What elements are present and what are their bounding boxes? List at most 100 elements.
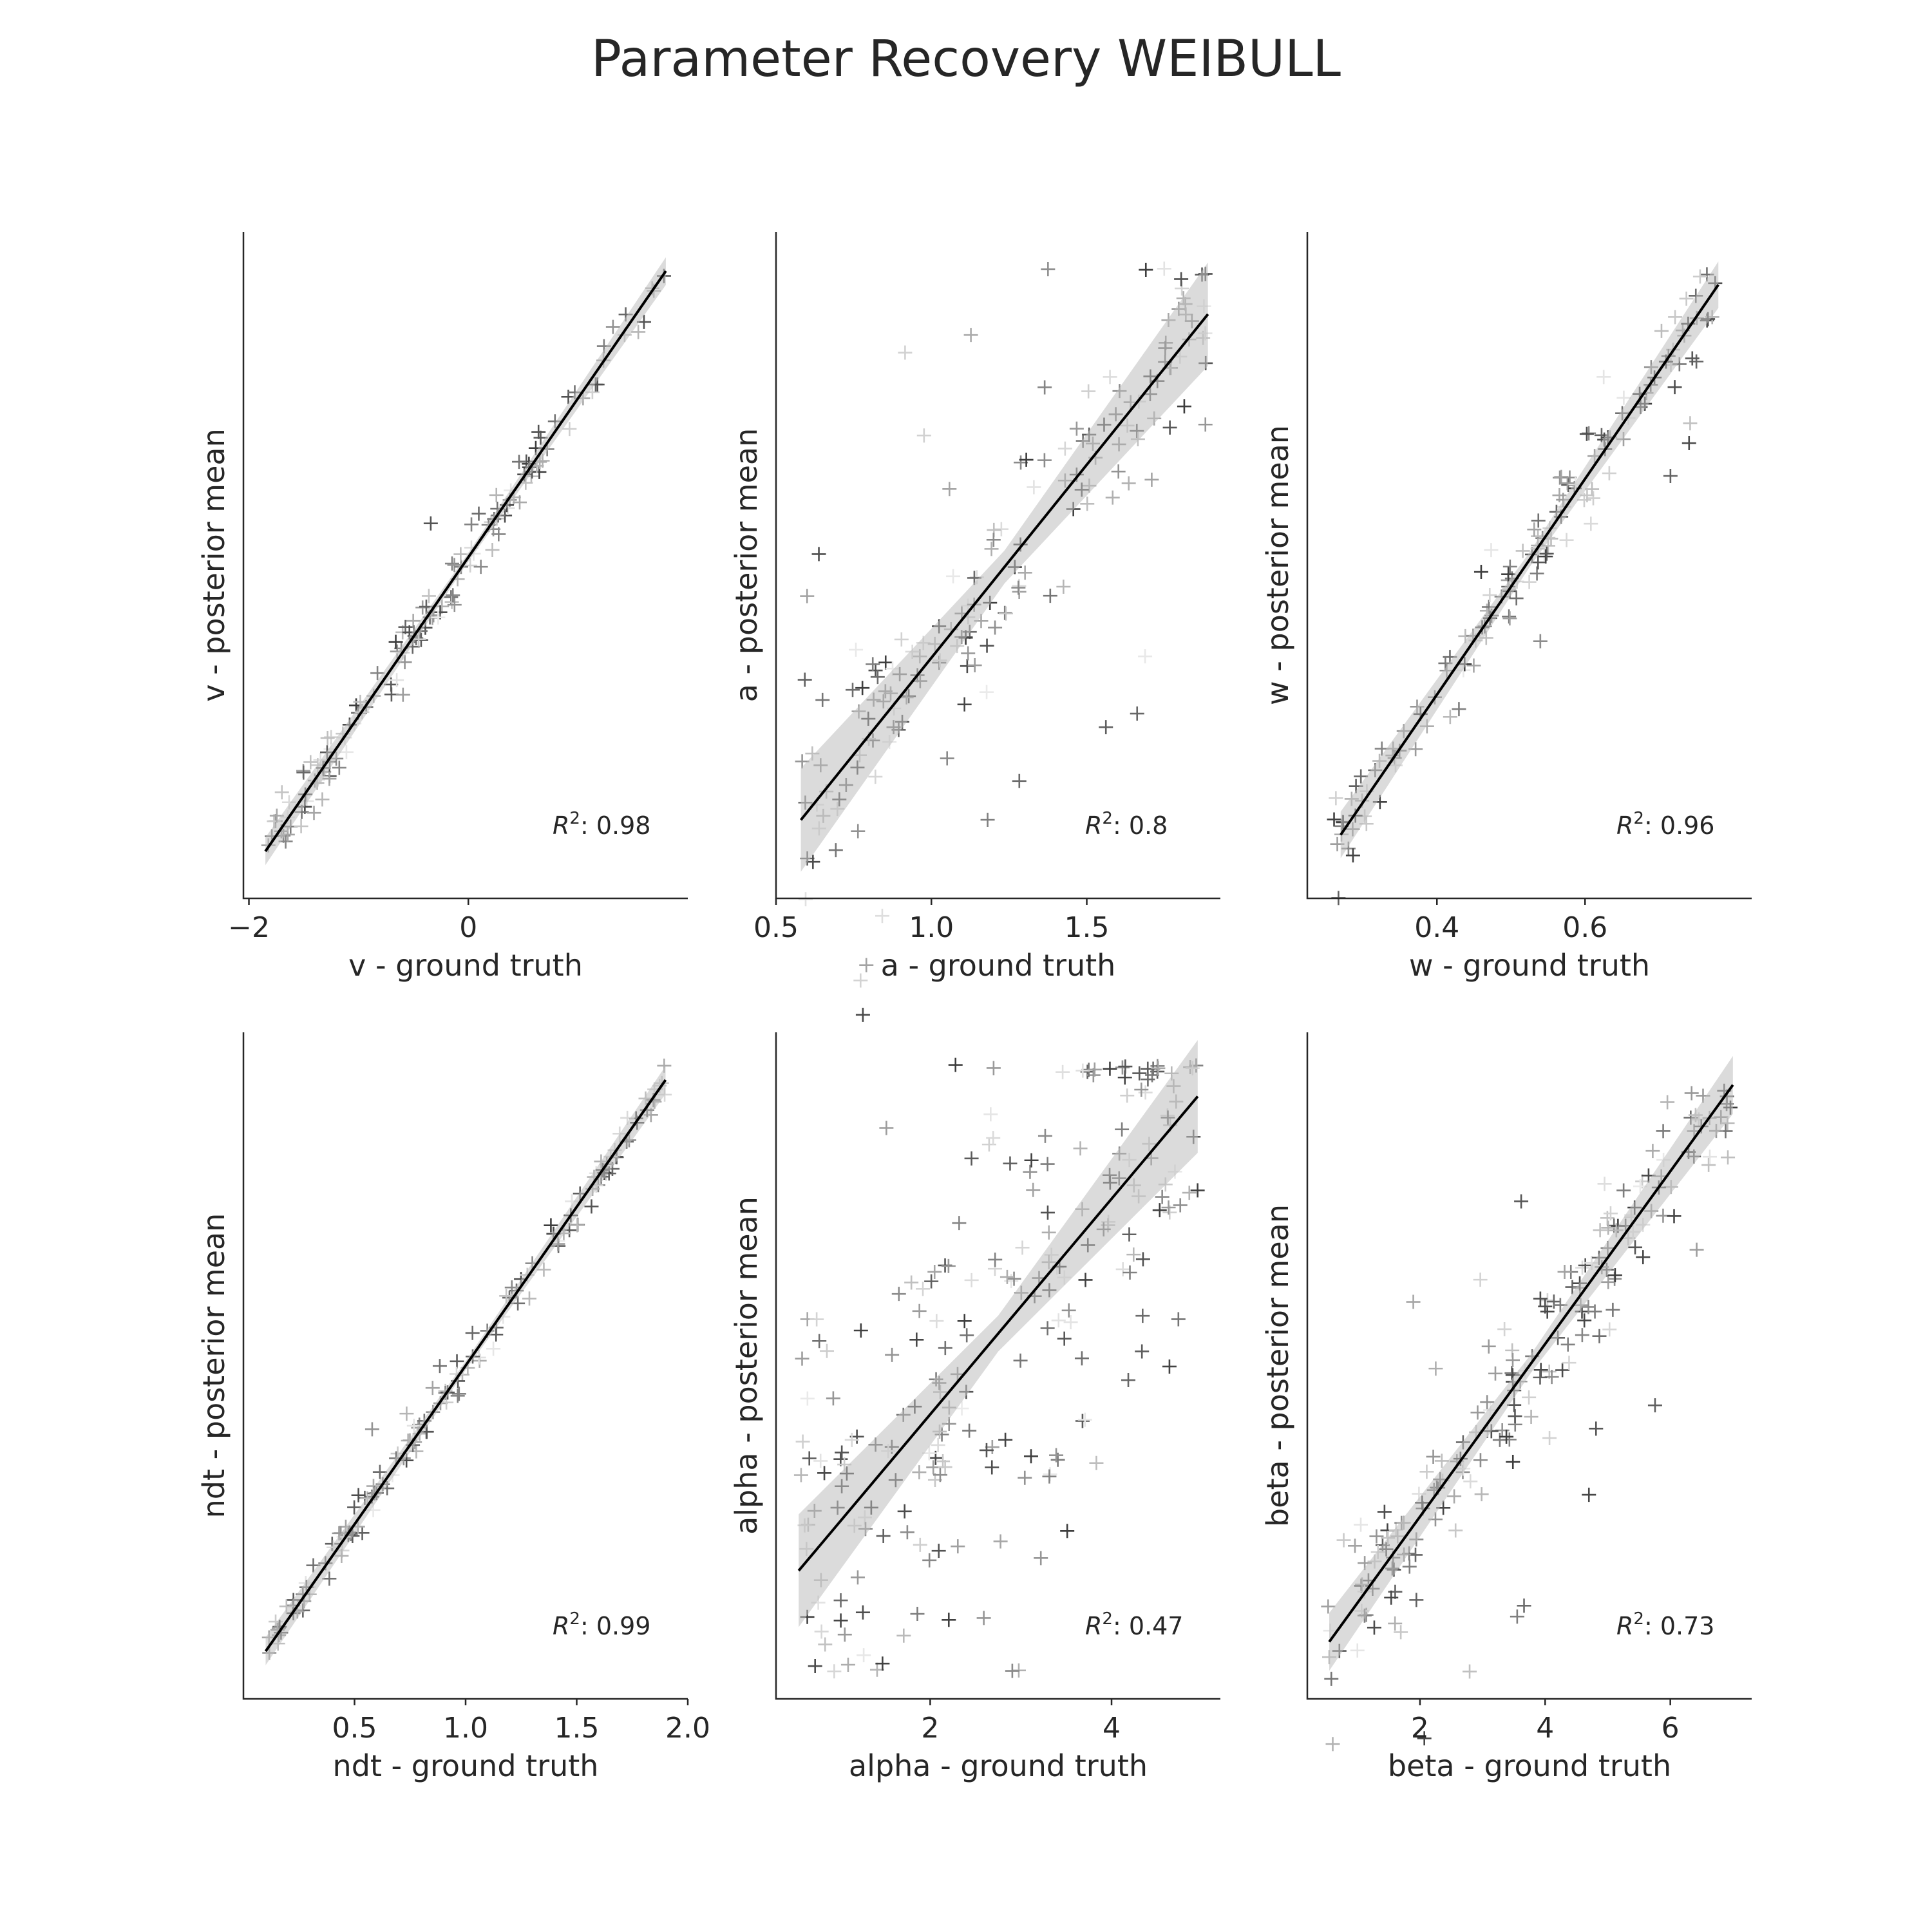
a-data-point bbox=[1198, 417, 1213, 432]
w-data-point bbox=[1685, 351, 1700, 366]
a-x-tick-label: 0.5 bbox=[753, 911, 799, 944]
alpha-data-point bbox=[941, 1258, 956, 1273]
alpha-data-point bbox=[1004, 1274, 1019, 1289]
v-data-point bbox=[390, 673, 404, 688]
alpha-data-point bbox=[979, 1443, 994, 1457]
alpha-data-point bbox=[1171, 1312, 1186, 1327]
v-data-point bbox=[315, 792, 330, 807]
alpha-data-point bbox=[1087, 1062, 1102, 1077]
alpha-data-point bbox=[999, 1269, 1014, 1284]
beta-data-point bbox=[1533, 1370, 1548, 1385]
beta-data-point bbox=[1350, 1643, 1365, 1658]
subplot-ndt: 0.5 1.0 1.5 2.0 ndt - ground truth ndt - post… bbox=[196, 1032, 710, 1783]
subplot-v: −2 0 v - ground truth v - posterior mean R2:… bbox=[196, 232, 688, 983]
alpha-data-point bbox=[1126, 1247, 1141, 1262]
alpha-data-point bbox=[896, 1628, 911, 1643]
beta-data-point bbox=[1562, 1356, 1577, 1370]
alpha-data-point bbox=[1074, 1351, 1089, 1366]
beta-data-point bbox=[1602, 1322, 1617, 1337]
a-data-point bbox=[855, 681, 870, 696]
beta-data-point bbox=[1447, 1489, 1462, 1504]
v-data-point bbox=[307, 806, 321, 820]
w-data-point bbox=[1329, 791, 1343, 806]
v-data-point bbox=[605, 319, 620, 334]
w-data-point bbox=[1502, 611, 1517, 626]
a-data-point bbox=[868, 770, 883, 784]
w-data-point bbox=[1580, 488, 1595, 503]
beta-data-point bbox=[1419, 1464, 1434, 1479]
a-data-point bbox=[940, 751, 954, 766]
ndt-x-tick-label: 1.0 bbox=[443, 1712, 488, 1745]
w-data-point bbox=[1559, 533, 1574, 547]
alpha-data-point bbox=[1182, 1186, 1197, 1200]
w-data-point bbox=[1533, 634, 1548, 649]
ndt-data-point bbox=[544, 1218, 558, 1233]
alpha-data-point bbox=[986, 1061, 1001, 1075]
w-data-point bbox=[1327, 812, 1341, 827]
a-data-point bbox=[1099, 720, 1113, 735]
alpha-data-point bbox=[850, 1570, 865, 1585]
alpha-data-point bbox=[910, 1607, 925, 1622]
a-x-tick-label: 1.5 bbox=[1065, 911, 1110, 944]
alpha-x-tick-label: 4 bbox=[1103, 1712, 1121, 1745]
ndt-data-point bbox=[465, 1325, 480, 1340]
v-data-point bbox=[431, 610, 446, 625]
alpha-data-point bbox=[960, 1328, 974, 1343]
alpha-data-point bbox=[900, 1525, 914, 1540]
alpha-data-point bbox=[954, 1401, 969, 1416]
alpha-data-point bbox=[912, 1465, 927, 1480]
v-data-point bbox=[531, 424, 546, 439]
w-data-point bbox=[1616, 390, 1631, 405]
beta-data-point bbox=[1616, 1183, 1631, 1198]
ndt-regression-line bbox=[264, 1079, 667, 1653]
v-data-point bbox=[464, 517, 479, 532]
alpha-data-point bbox=[879, 1121, 894, 1135]
w-data-point bbox=[1443, 710, 1457, 724]
a-data-point bbox=[984, 542, 999, 556]
w-y-axis-label: w - posterior mean bbox=[1260, 425, 1295, 705]
alpha-data-point bbox=[1060, 1524, 1075, 1539]
alpha-data-point bbox=[813, 1454, 828, 1468]
beta-data-point bbox=[1721, 1150, 1736, 1165]
alpha-data-point bbox=[1003, 1156, 1018, 1171]
alpha-data-point bbox=[793, 1468, 808, 1482]
a-data-point bbox=[849, 642, 864, 657]
alpha-data-point bbox=[929, 1314, 944, 1329]
beta-data-point bbox=[1636, 1250, 1651, 1265]
alpha-data-point bbox=[1089, 1455, 1104, 1470]
a-data-point bbox=[868, 663, 883, 678]
alpha-data-point bbox=[833, 1613, 848, 1628]
v-data-point bbox=[322, 772, 337, 786]
a-data-point bbox=[875, 909, 889, 923]
a-data-point bbox=[859, 958, 874, 972]
a-data-point bbox=[866, 657, 880, 672]
w-data-point bbox=[1466, 658, 1481, 673]
alpha-data-point bbox=[938, 1341, 952, 1356]
w-data-point bbox=[1689, 354, 1704, 369]
alpha-data-point bbox=[976, 1611, 991, 1625]
alpha-data-point bbox=[1122, 1227, 1137, 1242]
alpha-data-point bbox=[817, 1466, 832, 1481]
alpha-data-point bbox=[936, 1454, 951, 1469]
w-x-axis-label: w - ground truth bbox=[1409, 948, 1650, 983]
a-data-point bbox=[986, 533, 1001, 547]
beta-data-point bbox=[1510, 1609, 1524, 1624]
beta-data-point bbox=[1689, 1242, 1704, 1257]
alpha-data-point bbox=[833, 1593, 848, 1608]
alpha-data-point bbox=[1040, 1157, 1055, 1171]
v-data-point bbox=[444, 594, 459, 609]
alpha-data-point bbox=[1122, 1265, 1137, 1280]
alpha-data-point bbox=[1056, 1065, 1070, 1079]
beta-data-point bbox=[1507, 1397, 1522, 1412]
beta-data-point bbox=[1463, 1474, 1478, 1489]
v-data-point bbox=[473, 560, 488, 574]
a-data-point bbox=[828, 843, 843, 858]
alpha-data-point bbox=[998, 1432, 1013, 1447]
beta-data-point bbox=[1597, 1177, 1612, 1191]
alpha-data-point bbox=[951, 1539, 965, 1554]
beta-data-point bbox=[1448, 1523, 1463, 1538]
w-data-point bbox=[1562, 470, 1577, 485]
alpha-data-point bbox=[876, 1529, 891, 1544]
